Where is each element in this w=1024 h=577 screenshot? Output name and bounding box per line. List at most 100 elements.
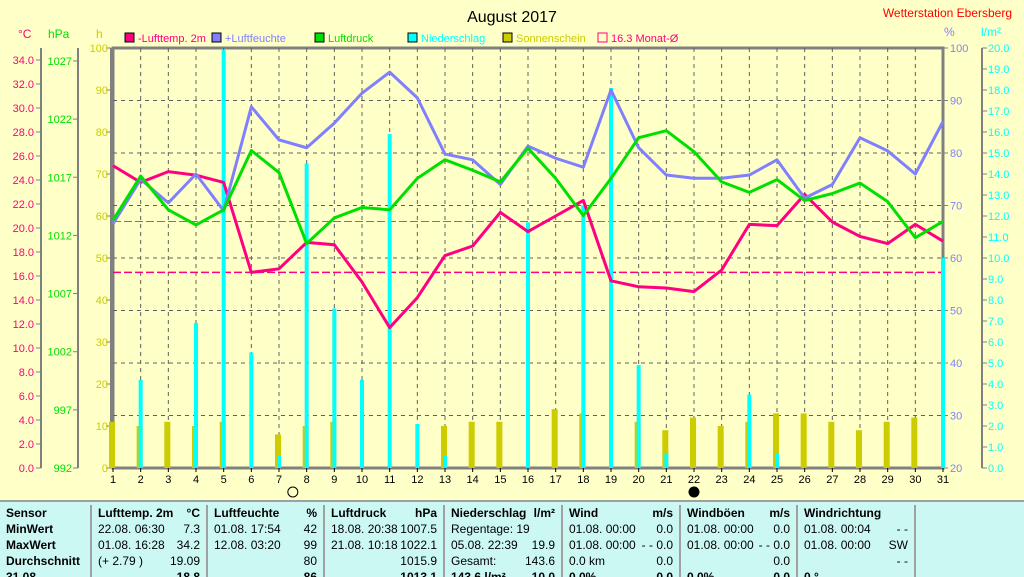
legend-swatch xyxy=(502,32,513,43)
pressure-tick-label: 1012 xyxy=(48,230,72,242)
cell-label: 0.0% xyxy=(569,570,597,577)
x-tick-label: 14 xyxy=(467,474,479,486)
cell-value: - - xyxy=(896,554,908,568)
temp-tick-label: 24.0 xyxy=(13,175,34,187)
precipitation-bar xyxy=(304,163,309,468)
cell-value: SW xyxy=(888,538,908,552)
pressure-axis-unit: hPa xyxy=(48,27,70,41)
cell-label: Gesamt: xyxy=(451,554,497,568)
x-tick-label: 27 xyxy=(826,474,838,486)
cell-value: 19.9 xyxy=(531,538,555,552)
cell-label: 05.08. 22:39 xyxy=(451,538,518,552)
precipitation-bar xyxy=(526,222,530,468)
cell-value: 34.2 xyxy=(176,538,200,552)
cell-label: 12.08. 03:20 xyxy=(214,538,281,552)
sun-tick-label: 80 xyxy=(96,127,108,139)
temp-tick-label: 22.0 xyxy=(13,199,34,211)
precip-tick-label: 19.0 xyxy=(988,64,1009,76)
temp-tick-label: 18.0 xyxy=(13,247,34,259)
precipitation-bar xyxy=(194,323,198,468)
precip-tick-label: 6.0 xyxy=(988,337,1003,349)
cell-label: 143.6 l/m² xyxy=(451,570,506,577)
pressure-tick-label: 1007 xyxy=(48,289,72,301)
precipitation-bar xyxy=(443,455,447,468)
sunshine-bar xyxy=(911,417,918,468)
x-tick-label: 22 xyxy=(688,474,700,486)
table-column: Lufttemp. 2m °C 22.08. 06:30 7.3 01.08. 16:2… xyxy=(90,505,206,577)
pressure-tick-label: 1027 xyxy=(48,56,72,68)
x-tick-label: 20 xyxy=(633,474,645,486)
x-tick-label: 3 xyxy=(165,474,171,486)
temp-tick-label: 20.0 xyxy=(13,223,34,235)
table-cell: 21.08. 10:18 1022.1 xyxy=(325,537,443,553)
cell-value: 0.0 xyxy=(773,570,790,577)
precip-axis-unit: l/m² xyxy=(981,25,1001,39)
cell-value: 18.8 xyxy=(176,570,200,577)
column-title: Lufttemp. 2m xyxy=(98,506,174,520)
temp-tick-label: 32.0 xyxy=(13,79,34,91)
pressure-tick-label: 992 xyxy=(54,463,72,475)
precipitation-bar xyxy=(636,365,641,468)
precip-tick-label: 1.0 xyxy=(988,442,1003,454)
temp-tick-label: 34.0 xyxy=(13,55,34,67)
humidity-tick-label: 30 xyxy=(950,411,962,423)
temp-series-line xyxy=(112,164,944,330)
sunshine-bar xyxy=(773,413,779,468)
weather-chart: August 2017 Wetterstation Ebersberg °C h… xyxy=(13,6,1012,498)
sun-tick-label: 40 xyxy=(96,295,108,307)
row-labels-column: Sensor MinWert MaxWert Durchschnitt 31.0… xyxy=(0,505,88,577)
table-cell: 1015.9 xyxy=(325,553,443,569)
pressure-tick-label: 1017 xyxy=(48,172,72,184)
precip-tick-label: 12.0 xyxy=(988,211,1009,223)
x-tick-label: 18 xyxy=(577,474,589,486)
humidity-tick-label: 40 xyxy=(950,358,962,370)
sun-tick-label: 90 xyxy=(96,85,108,97)
x-tick-label: 28 xyxy=(854,474,866,486)
precip-tick-label: 10.0 xyxy=(988,253,1009,265)
x-tick-label: 11 xyxy=(384,474,395,486)
cell-label: 01.08. 00:00 xyxy=(687,522,754,536)
cell-label: (+ 2.79 ) xyxy=(98,554,144,568)
sunshine-bar xyxy=(468,421,475,468)
row-label: Sensor xyxy=(6,506,47,520)
table-cell: 80 xyxy=(208,553,323,569)
sun-tick-label: 50 xyxy=(96,253,108,265)
pressure-tick-label: 1002 xyxy=(48,347,72,359)
table-cell: 01.08. 00:04 - - xyxy=(798,521,914,537)
pressure-tick-label: 997 xyxy=(54,405,72,417)
table-cell: 01.08. 17:54 42 xyxy=(208,521,323,537)
table-column: Windrichtung 01.08. 00:04 - - 01.08. 00:00 S… xyxy=(796,505,914,577)
x-tick-label: 7 xyxy=(276,474,282,486)
table-cell: 1013.1 xyxy=(325,569,443,577)
x-tick-label: 2 xyxy=(138,474,144,486)
legend-swatch xyxy=(597,32,608,43)
precipitation-bar xyxy=(941,258,945,468)
cell-value: - - 0.0 xyxy=(758,538,790,552)
precipitation-bar xyxy=(581,205,586,468)
table-cell: 12.08. 03:20 99 xyxy=(208,537,323,553)
legend-label: Sonnenschein xyxy=(516,33,586,45)
sunshine-bar xyxy=(275,434,281,468)
cell-value: 143.6 xyxy=(524,554,555,568)
temp-tick-label: 6.0 xyxy=(19,391,34,403)
sunshine-bar xyxy=(496,421,503,468)
humidity-tick-label: 60 xyxy=(950,253,962,265)
cell-value: 0.0 xyxy=(773,554,790,568)
humidity-tick-label: 70 xyxy=(950,201,962,213)
humidity-tick-label: 50 xyxy=(950,306,962,318)
x-tick-label: 21 xyxy=(660,474,672,486)
precipitation-bar xyxy=(664,453,669,468)
row-label: MinWert xyxy=(6,522,54,536)
temp-tick-label: 16.0 xyxy=(13,271,34,283)
x-tick-label: 17 xyxy=(550,474,562,486)
column-unit: m/s xyxy=(769,506,790,520)
cell-label: 22.08. 06:30 xyxy=(98,522,165,536)
chart-title: August 2017 xyxy=(467,9,557,26)
x-tick-label: 16 xyxy=(522,474,534,486)
legend-label: Luftdruck xyxy=(328,33,374,45)
cell-value: 0.0 xyxy=(656,570,673,577)
cell-value: 1007.5 xyxy=(400,522,437,536)
table-cell: 22.08. 06:30 7.3 xyxy=(92,521,206,537)
legend-swatch xyxy=(211,32,222,43)
table-cell: 86 xyxy=(208,569,323,577)
